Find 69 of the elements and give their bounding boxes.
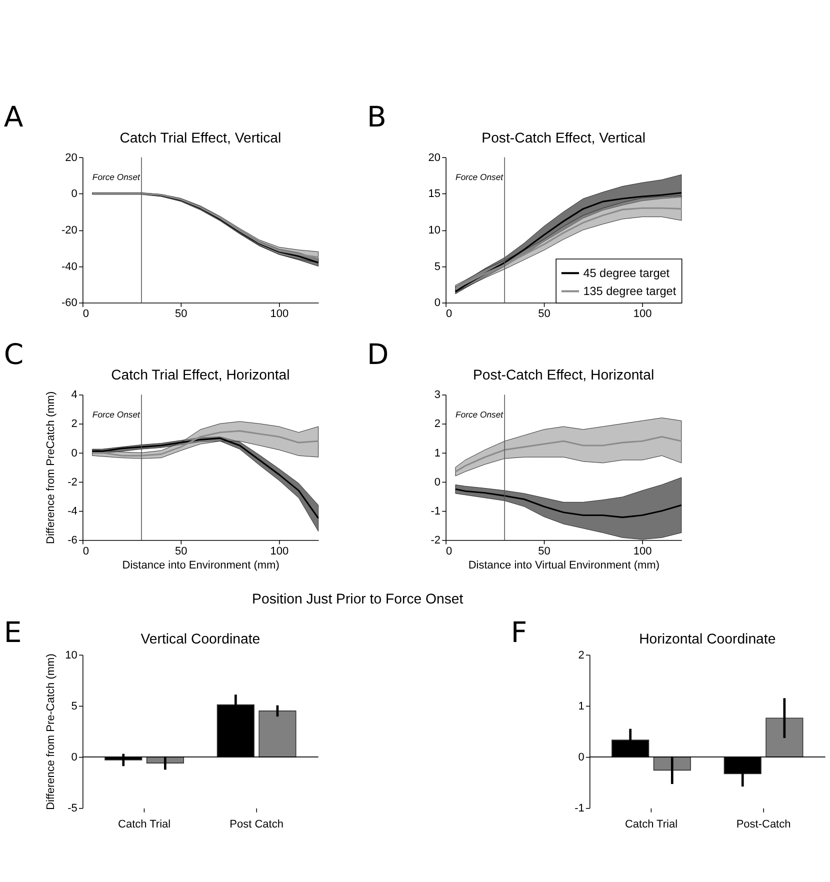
y-tick-label: 1 (434, 447, 441, 460)
x-tick-label: Post-Catch (736, 818, 791, 830)
y-tick-label: -1 (430, 505, 441, 518)
y-tick-label: 2 (578, 649, 584, 662)
y-tick-label: 5 (434, 260, 441, 273)
y-tick-label: -4 (68, 505, 78, 518)
x-axis-title: Distance into Virtual Environment (mm) (468, 560, 660, 572)
x-tick-label: 0 (446, 308, 452, 320)
chart-title: Catch Trial Effect, Horizontal (111, 366, 290, 383)
x-tick-label: Catch Trial (118, 818, 171, 830)
x-tick-label: Catch Trial (624, 818, 678, 830)
x-tick-label: 100 (270, 546, 289, 558)
y-tick-label: -5 (68, 802, 78, 815)
y-tick-label: -6 (68, 534, 78, 547)
y-tick-label: 3 (434, 389, 441, 402)
y-tick-label: 2 (434, 418, 441, 430)
x-tick-label: 50 (175, 308, 188, 320)
chart-title: Post-Catch Effect, Horizontal (473, 366, 654, 383)
chart-title: Vertical Coordinate (140, 630, 260, 647)
y-tick-label: 0 (71, 188, 78, 200)
text: D (367, 338, 389, 371)
x-tick-label: 50 (538, 546, 550, 558)
y-tick-label: -2 (68, 476, 78, 488)
x-tick-label: 50 (175, 546, 188, 558)
text: A (4, 100, 24, 134)
y-tick-label: 0 (434, 476, 441, 488)
y-tick-label: 20 (65, 152, 78, 164)
chart-title: Post-Catch Effect, Vertical (482, 129, 646, 146)
x-tick-label: 100 (633, 308, 652, 320)
y-tick-label: 4 (71, 389, 78, 402)
legend-label: 45 degree target (583, 267, 670, 280)
text: Position Just Prior to Force Onset (252, 590, 464, 607)
ref-line-label: Force Onset (92, 409, 140, 420)
chart-title: Catch Trial Effect, Vertical (120, 129, 282, 146)
y-tick-label: 0 (71, 751, 78, 764)
x-axis-title: Distance into Environment (mm) (122, 560, 280, 572)
y-tick-label: -20 (62, 224, 78, 236)
x-tick-label: 100 (633, 546, 652, 558)
y-tick-label: 1 (578, 700, 584, 712)
y-tick-label: 0 (71, 447, 78, 460)
x-tick-label: 0 (82, 546, 90, 558)
y-axis-title: Difference from PreCatch (mm) (44, 391, 57, 544)
text: C (4, 338, 24, 371)
ref-line-label: Force Onset (456, 409, 504, 420)
y-tick-label: -2 (430, 534, 441, 547)
ref-line-label: Force Onset (92, 172, 140, 182)
x-tick-label: 50 (538, 308, 550, 320)
y-tick-label: 15 (428, 188, 441, 200)
chart-title: Horizontal Coordinate (639, 630, 776, 647)
y-tick-label: -1 (574, 802, 584, 815)
y-tick-label: 20 (428, 152, 441, 164)
text: F (510, 616, 528, 650)
y-tick-label: 2 (71, 418, 78, 430)
x-tick-label: Post Catch (230, 818, 284, 830)
x-tick-label: 100 (270, 308, 289, 320)
y-tick-label: 5 (71, 700, 78, 712)
text: B (367, 100, 386, 134)
y-axis-title: Difference from Pre-Catch (mm) (44, 654, 57, 810)
y-tick-label: 0 (578, 751, 584, 764)
legend-label: 135 degree target (583, 285, 677, 298)
y-tick-label: -40 (62, 260, 78, 273)
y-tick-label: 10 (65, 649, 78, 662)
y-tick-label: -60 (62, 297, 78, 310)
x-tick-label: 0 (82, 308, 90, 320)
ref-line-label: Force Onset (456, 172, 504, 182)
y-tick-label: 0 (434, 297, 441, 310)
text: E (4, 616, 22, 650)
x-tick-label: 0 (446, 546, 452, 558)
y-tick-label: 10 (428, 224, 441, 236)
